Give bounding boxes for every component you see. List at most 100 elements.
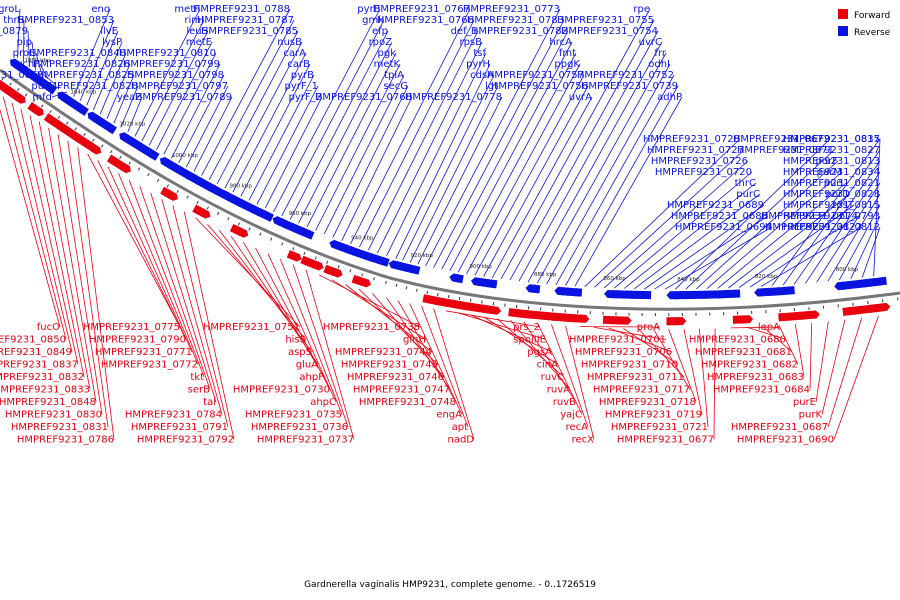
forward-leader-line — [305, 269, 355, 440]
forward-gene-label: ahpC — [310, 397, 336, 408]
minor-tick — [147, 173, 150, 177]
forward-leader-line — [458, 312, 547, 340]
minor-tick — [176, 189, 179, 194]
reverse-leader-line — [474, 74, 585, 276]
reverse-leader-line — [306, 52, 397, 228]
minor-tick — [481, 300, 483, 304]
reverse-gene-label: HMPREF9231_0727 — [647, 145, 744, 156]
forward-leader-line — [161, 198, 223, 415]
forward-leader-line — [551, 324, 589, 428]
position-tick-label: 1040 kbp — [70, 89, 96, 95]
reverse-gene-glyph — [263, 211, 274, 222]
forward-gene-label: HMPREF9231_0837 — [0, 360, 78, 371]
reverse-gene-label: pyrE — [357, 4, 380, 15]
reverse-leader-line — [193, 96, 233, 172]
forward-gene-label: HMPREF9231_0690 — [737, 435, 834, 446]
reverse-gene-label: frr — [654, 48, 666, 59]
reverse-gene-label: HMPREF9231_0828 — [783, 189, 880, 200]
forward-gene-label: HMPREF9231_0830 — [5, 410, 102, 421]
reverse-leader-line — [163, 52, 217, 155]
forward-gene-label: nadD — [447, 435, 474, 446]
reverse-gene-label: eno — [91, 4, 110, 15]
reverse-gene-glyph — [148, 150, 160, 161]
reverse-gene-label: pyrB — [291, 70, 314, 81]
reverse-leader-line — [696, 160, 839, 290]
forward-leader-line — [730, 326, 781, 329]
forward-leader-line — [653, 328, 691, 390]
reverse-gene-label: HMPREF9231_0726 — [651, 156, 748, 167]
reverse-leader-line — [216, 30, 299, 185]
reverse-leader-line — [341, 96, 413, 241]
reverse-leader-line — [248, 74, 315, 201]
reverse-leader-line — [728, 193, 851, 289]
reverse-gene-glyph — [486, 279, 498, 289]
reverse-gene-label: thrS — [3, 15, 24, 26]
forward-gene-label: ahpF — [299, 372, 324, 383]
minor-tick — [227, 217, 230, 221]
reverse-gene-glyph — [784, 286, 795, 295]
reverse-gene-glyph — [571, 288, 583, 297]
reverse-gene-label: HMPREF9231_0757 — [487, 70, 584, 81]
reverse-leader-line — [377, 41, 483, 254]
reverse-leader-line — [574, 96, 683, 287]
reverse-gene-label: HMPREF9231_0826 — [33, 59, 130, 70]
forward-gene-label: HMPREF9231_0738 — [323, 322, 420, 333]
forward-gene-glyph — [167, 190, 178, 201]
reverse-gene-label: leuS — [186, 26, 208, 37]
reverse-leader-line — [106, 63, 131, 119]
forward-leader-line — [139, 186, 211, 390]
forward-gene-label: tal — [203, 397, 216, 408]
forward-gene-glyph — [33, 105, 44, 117]
reverse-gene-label: HMPREF9231_0783 — [467, 15, 564, 26]
minor-tick — [326, 260, 329, 264]
reverse-leader-line — [644, 204, 765, 290]
forward-gene-label: HMPREF9231_0721 — [611, 422, 708, 433]
minor-tick — [128, 161, 131, 165]
minor-tick — [259, 232, 262, 236]
reverse-leader-line — [594, 149, 745, 288]
reverse-gene-label: rimJ — [184, 15, 204, 26]
forward-gene-label: tkt — [190, 372, 204, 383]
genome-backbone — [0, 68, 900, 311]
forward-gene-glyph — [490, 305, 502, 315]
reverse-leader-line — [838, 204, 881, 281]
forward-gene-label: fucO — [37, 322, 60, 333]
reverse-leader-line — [584, 138, 741, 288]
forward-leader-line — [409, 303, 463, 415]
minor-tick — [469, 298, 472, 302]
forward-gene-label: recA — [566, 422, 589, 433]
reverse-gene-glyph — [730, 289, 741, 298]
forward-leader-line — [623, 328, 679, 365]
reverse-leader-line — [156, 41, 213, 150]
reverse-gene-label: pth — [31, 81, 48, 92]
position-ticks: 1060 kbp 1040 kbp 1020 kbp 1000 kbp 980 kbp 9… — [1, 58, 899, 317]
reverse-leader-line — [368, 30, 479, 251]
reverse-gene-label: uvrC — [639, 37, 662, 48]
forward-leader-line — [118, 173, 199, 365]
reverse-gene-label: purD — [826, 189, 851, 200]
forward-leader-line — [809, 322, 813, 390]
forward-leader-line — [683, 329, 703, 415]
minor-tick — [447, 295, 450, 299]
minor-tick — [349, 269, 352, 273]
reverse-leader-line — [43, 74, 55, 84]
position-tick-label: 980 kbp — [229, 183, 252, 189]
forward-gene-label: HMPREF9231_0786 — [17, 435, 114, 446]
reverse-leader-line — [31, 41, 36, 71]
reverse-leader-line — [39, 63, 49, 80]
reverse-gene-label: HMPREF9231_0879 — [0, 26, 28, 37]
position-tick-label: 840 kbp — [677, 277, 700, 283]
forward-gene-label: serB — [188, 385, 210, 396]
reverse-gene-label: HMPREF9231_0694 — [675, 222, 772, 233]
forward-leader-line — [331, 279, 427, 340]
minor-tick — [66, 121, 69, 125]
position-tick-label: 1060 kbp — [24, 58, 50, 64]
reverse-gene-glyph — [876, 276, 887, 286]
reverse-gene-label: tsf — [473, 48, 486, 59]
forward-gene-label: HMPREF9231_0848 — [0, 397, 96, 408]
reverse-leader-line — [500, 8, 651, 280]
forward-gene-glyph — [742, 315, 754, 324]
forward-gene-label: HMPREF9231_0746 — [347, 372, 444, 383]
reverse-gene-label: ppgK — [554, 59, 580, 70]
minor-tick — [17, 88, 20, 91]
